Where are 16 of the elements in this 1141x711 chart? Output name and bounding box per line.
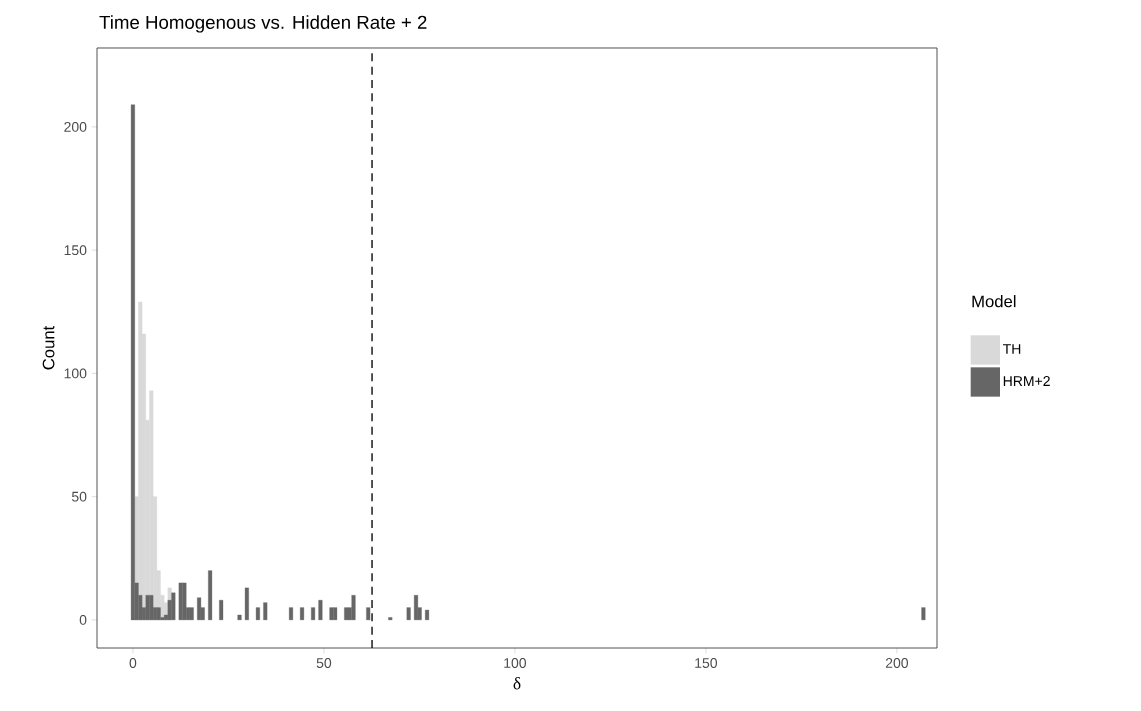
chart-title: Time Homogenous vs. Hidden Rate + 2	[99, 15, 427, 33]
x-axis-title: δ	[513, 677, 521, 690]
y-tick-label: 0	[79, 614, 87, 625]
x-tick-label: 100	[504, 658, 527, 668]
legend-title: Model	[972, 295, 1016, 308]
y-tick-label: 100	[64, 368, 87, 379]
x-tick-label: 150	[695, 658, 718, 668]
y-tick-label: 150	[64, 245, 87, 256]
y-tick-label: 50	[71, 491, 87, 502]
legend-label: HRM+2	[1003, 376, 1050, 386]
x-tick-label: 200	[885, 658, 909, 668]
x-tick-label: 50	[316, 658, 332, 668]
legend-label: TH	[1003, 344, 1021, 354]
x-tick-label: 0	[129, 658, 137, 668]
y-axis-title: Count	[42, 325, 55, 370]
y-tick-label: 200	[64, 121, 87, 132]
